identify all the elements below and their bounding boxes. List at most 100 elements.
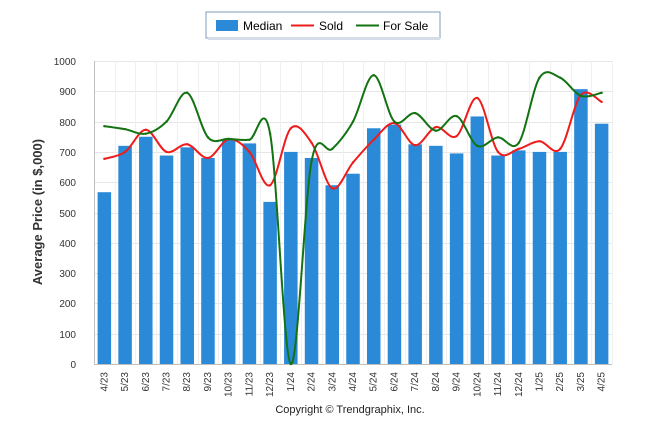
for-sale-point — [372, 74, 375, 77]
x-tick-label: 9/23 — [203, 372, 214, 392]
x-tick-label: 5/23 — [120, 372, 131, 392]
median-bar — [346, 173, 360, 364]
median-bar — [470, 116, 485, 364]
sold-point — [289, 127, 293, 130]
legend-median-swatch — [216, 20, 238, 31]
median-bar — [491, 155, 505, 364]
x-tick-label: 4/24 — [348, 372, 359, 392]
x-tick-label: 1/24 — [286, 372, 297, 392]
median-bar — [118, 145, 132, 364]
for-sale-point — [538, 76, 541, 79]
x-tick-label: 4/25 — [597, 372, 608, 392]
for-sale-point — [103, 124, 106, 128]
x-tick-label: 5/24 — [369, 372, 380, 392]
sold-point — [248, 150, 251, 154]
for-sale-line — [104, 71, 602, 366]
for-sale-point — [559, 76, 562, 79]
for-sale-point — [413, 111, 417, 115]
sold-point — [413, 144, 417, 147]
y-tick-label: 1000 — [54, 57, 77, 68]
x-tick-label: 8/23 — [182, 372, 193, 392]
for-sale-point — [310, 159, 313, 163]
median-bar — [242, 143, 257, 364]
x-tick-label: 3/24 — [327, 372, 338, 392]
line-series — [103, 71, 603, 366]
sold-point — [559, 147, 562, 151]
for-sale-point — [248, 138, 251, 141]
y-tick-label: 400 — [59, 239, 76, 250]
median-bar — [325, 185, 340, 364]
sold-point — [206, 156, 210, 160]
median-bar — [512, 150, 526, 364]
sold-point — [310, 141, 313, 145]
median-bar — [180, 147, 194, 364]
x-tick-label: 2/24 — [307, 372, 318, 392]
sold-point — [434, 125, 438, 129]
y-tick-label: 300 — [59, 269, 76, 280]
sold-point — [165, 150, 168, 154]
sold-point — [331, 187, 334, 190]
y-axis: 0 100 200 300 400 500 600 700 800 900 1000 — [54, 57, 95, 371]
for-sale-point — [186, 91, 189, 95]
x-tick-label: 12/24 — [514, 372, 525, 397]
for-sale-point — [165, 120, 168, 123]
median-bar — [284, 151, 298, 364]
x-tick-label: 8/24 — [431, 372, 442, 392]
x-tick-label: 1/25 — [534, 372, 545, 392]
median-bar — [429, 145, 443, 364]
y-tick-label: 100 — [59, 330, 76, 341]
x-tick-label: 11/24 — [493, 372, 504, 397]
sold-point — [600, 100, 603, 104]
sold-point — [186, 143, 189, 146]
x-tick-label: 4/23 — [99, 372, 110, 392]
y-tick-label: 500 — [59, 209, 76, 220]
sold-point — [538, 140, 541, 143]
for-sale-point — [517, 141, 520, 145]
x-tick-label: 10/23 — [224, 372, 235, 397]
for-sale-point — [206, 136, 210, 139]
legend-sold-label: Sold — [319, 19, 343, 33]
for-sale-point — [600, 91, 603, 95]
x-tick-label: 7/24 — [410, 372, 421, 392]
sold-point — [268, 184, 272, 187]
sold-point — [103, 157, 106, 161]
y-tick-label: 200 — [59, 299, 76, 310]
legend-forsale-label: For Sale — [383, 19, 429, 33]
for-sale-point — [476, 144, 479, 148]
x-tick-label: 11/23 — [244, 372, 255, 397]
median-bar — [201, 157, 215, 364]
median-bar — [387, 124, 402, 364]
legend[interactable]: Median Sold For Sale — [205, 11, 441, 40]
median-bar — [139, 136, 153, 364]
median-bar — [532, 151, 547, 364]
for-sale-point — [434, 129, 438, 132]
sold-point — [123, 150, 127, 154]
median-bar — [408, 144, 422, 364]
for-sale-point — [144, 132, 147, 135]
legend-median-label: Median — [243, 19, 282, 33]
for-sale-point — [123, 127, 127, 131]
median-bar — [221, 139, 236, 364]
for-sale-point — [351, 120, 355, 123]
for-sale-point — [579, 94, 583, 98]
y-tick-label: 800 — [59, 118, 76, 129]
median-bar — [159, 155, 174, 364]
for-sale-point — [331, 147, 334, 151]
x-axis: 4/23 5/23 6/23 7/23 8/23 9/23 10/23 11/23 12/23 1… — [99, 372, 607, 397]
sold-point — [517, 147, 520, 151]
sold-point — [144, 128, 147, 131]
x-tick-label: 7/23 — [162, 372, 173, 392]
median-bar — [366, 128, 381, 364]
y-tick-label: 0 — [70, 360, 76, 371]
median-bar — [449, 153, 464, 364]
legend-shadow — [208, 37, 440, 40]
for-sale-point — [393, 120, 396, 123]
x-tick-label: 10/24 — [472, 372, 483, 397]
y-tick-label: 900 — [59, 87, 76, 98]
sold-point — [372, 138, 375, 141]
x-tick-label: 6/24 — [389, 372, 400, 392]
for-sale-point — [289, 362, 293, 366]
x-tick-label: 6/23 — [141, 372, 152, 392]
median-bars — [97, 89, 609, 364]
